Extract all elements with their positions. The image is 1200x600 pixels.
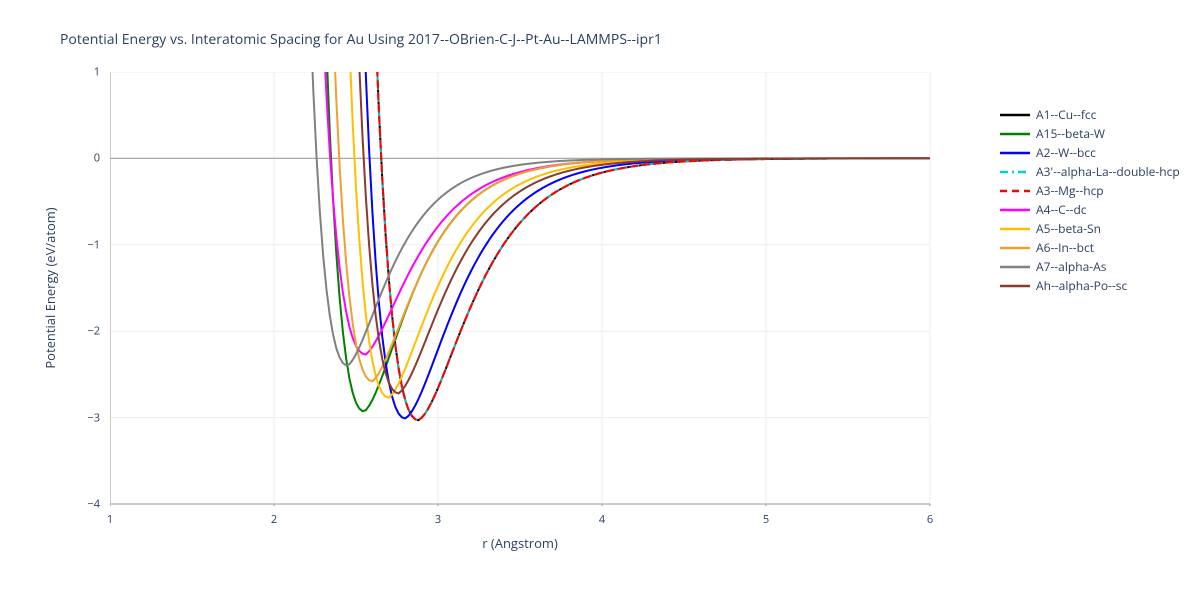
- legend-item[interactable]: A7--alpha-As: [1000, 257, 1180, 276]
- legend-label: A3--Mg--hcp: [1036, 182, 1104, 199]
- legend-item[interactable]: A1--Cu--fcc: [1000, 105, 1180, 124]
- x-axis-label: r (Angstrom): [482, 534, 558, 552]
- legend-label: Ah--alpha-Po--sc: [1036, 277, 1127, 294]
- legend-label: A15--beta-W: [1036, 125, 1105, 142]
- x-tick-label: 3: [435, 512, 441, 527]
- y-tick-label: 0: [94, 151, 100, 166]
- legend-swatch: [1000, 204, 1030, 216]
- legend-item[interactable]: A5--beta-Sn: [1000, 219, 1180, 238]
- y-tick-label: −2: [87, 324, 100, 339]
- y-tick-label: −1: [87, 237, 100, 252]
- legend-item[interactable]: A15--beta-W: [1000, 124, 1180, 143]
- legend-item[interactable]: A4--C--dc: [1000, 200, 1180, 219]
- legend-swatch: [1000, 166, 1030, 178]
- legend-label: A4--C--dc: [1036, 201, 1087, 218]
- legend-swatch: [1000, 147, 1030, 159]
- legend-swatch: [1000, 109, 1030, 121]
- legend-item[interactable]: A3'--alpha-La--double-hcp: [1000, 162, 1180, 181]
- legend-label: A7--alpha-As: [1036, 258, 1106, 275]
- legend-label: A3'--alpha-La--double-hcp: [1036, 163, 1180, 180]
- chart-container: { "title": "Potential Energy vs. Interat…: [0, 0, 1200, 600]
- y-axis-label: Potential Energy (eV/atom): [41, 207, 59, 368]
- legend-label: A2--W--bcc: [1036, 144, 1096, 161]
- chart-title: Potential Energy vs. Interatomic Spacing…: [60, 30, 662, 49]
- x-tick-label: 2: [271, 512, 277, 527]
- legend[interactable]: A1--Cu--fcc A15--beta-W A2--W--bcc A3'--alp…: [1000, 105, 1180, 295]
- legend-label: A1--Cu--fcc: [1036, 106, 1096, 123]
- legend-swatch: [1000, 242, 1030, 254]
- x-tick-label: 4: [599, 512, 605, 527]
- y-tick-label: −3: [87, 410, 100, 425]
- legend-item[interactable]: Ah--alpha-Po--sc: [1000, 276, 1180, 295]
- legend-swatch: [1000, 280, 1030, 292]
- legend-swatch: [1000, 261, 1030, 273]
- x-tick-label: 6: [927, 512, 933, 527]
- legend-label: A5--beta-Sn: [1036, 220, 1101, 237]
- x-tick-label: 5: [763, 512, 769, 527]
- y-tick-label: −4: [87, 497, 100, 512]
- x-tick-label: 1: [107, 512, 113, 527]
- legend-item[interactable]: A3--Mg--hcp: [1000, 181, 1180, 200]
- legend-item[interactable]: A6--In--bct: [1000, 238, 1180, 257]
- legend-swatch: [1000, 128, 1030, 140]
- legend-swatch: [1000, 223, 1030, 235]
- plot-area: [110, 72, 932, 506]
- legend-label: A6--In--bct: [1036, 239, 1094, 256]
- y-tick-label: 1: [94, 65, 100, 80]
- legend-swatch: [1000, 185, 1030, 197]
- legend-item[interactable]: A2--W--bcc: [1000, 143, 1180, 162]
